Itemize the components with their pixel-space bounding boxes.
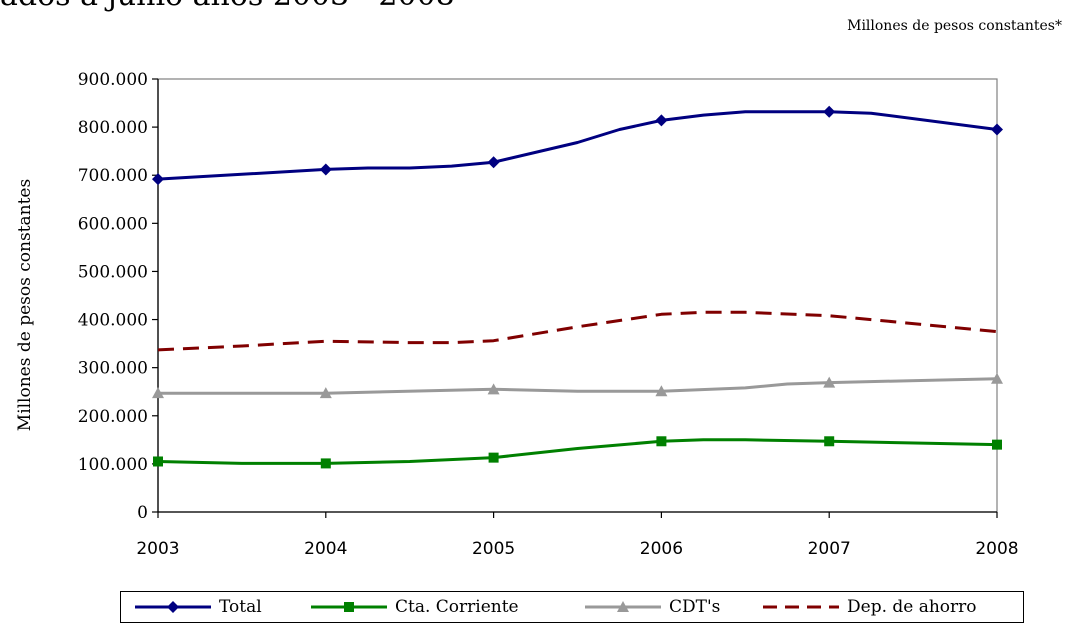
legend-swatch-cdts xyxy=(583,597,663,617)
data-point-cta-corriente xyxy=(656,436,666,446)
legend-item-cta-corriente: Cta. Corriente xyxy=(309,592,519,622)
y-tick-label: 700.000 xyxy=(78,166,148,186)
legend-label-cta-corriente: Cta. Corriente xyxy=(395,597,519,617)
legend-swatch-cta-corriente xyxy=(309,597,389,617)
y-tick-label: 100.000 xyxy=(78,455,148,475)
data-point-cta-corriente xyxy=(153,456,163,466)
line-chart: 0 100.000 200.000 300.000 400.000 500.000 600.… xyxy=(0,0,1070,590)
legend-item-cdts: CDT's xyxy=(583,592,720,622)
x-tick-label: 2008 xyxy=(975,539,1018,559)
legend-swatch-dep-ahorro xyxy=(761,597,841,617)
data-point-cta-corriente xyxy=(824,436,834,446)
legend-label-dep-ahorro: Dep. de ahorro xyxy=(847,597,977,617)
data-point-total xyxy=(991,124,1003,136)
legend-swatch-total xyxy=(133,597,213,617)
series-line-0 xyxy=(158,112,997,179)
x-tick-label: 2003 xyxy=(136,539,179,559)
legend-item-dep-ahorro: Dep. de ahorro xyxy=(761,592,977,622)
y-tick-label: 800.000 xyxy=(78,118,148,138)
x-tick-label: 2004 xyxy=(304,539,347,559)
data-point-total xyxy=(655,114,667,126)
legend-label-total: Total xyxy=(219,597,262,617)
series-line-2 xyxy=(158,379,997,394)
y-tick-label: 900.000 xyxy=(78,70,148,90)
data-point-total xyxy=(320,163,332,175)
data-point-total xyxy=(823,106,835,118)
x-tick-label: 2005 xyxy=(472,539,515,559)
y-tick-label: 200.000 xyxy=(78,407,148,427)
series-line-1 xyxy=(158,440,997,464)
y-tick-label: 300.000 xyxy=(78,359,148,379)
y-tick-label: 600.000 xyxy=(78,214,148,234)
legend-item-total: Total xyxy=(133,592,262,622)
x-tick-label: 2007 xyxy=(808,539,851,559)
data-point-cta-corriente xyxy=(992,440,1002,450)
x-tick-label: 2006 xyxy=(640,539,683,559)
chart-legend: Total Cta. Corriente CDT's Dep. de ahorr… xyxy=(120,591,1024,623)
y-tick-label: 400.000 xyxy=(78,311,148,331)
data-point-cta-corriente xyxy=(489,453,499,463)
data-point-total xyxy=(488,156,500,168)
series-line-3 xyxy=(158,312,997,350)
data-point-cta-corriente xyxy=(321,458,331,468)
y-tick-label: 500.000 xyxy=(78,262,148,282)
y-tick-label: 0 xyxy=(137,503,148,523)
legend-label-cdts: CDT's xyxy=(669,597,720,617)
